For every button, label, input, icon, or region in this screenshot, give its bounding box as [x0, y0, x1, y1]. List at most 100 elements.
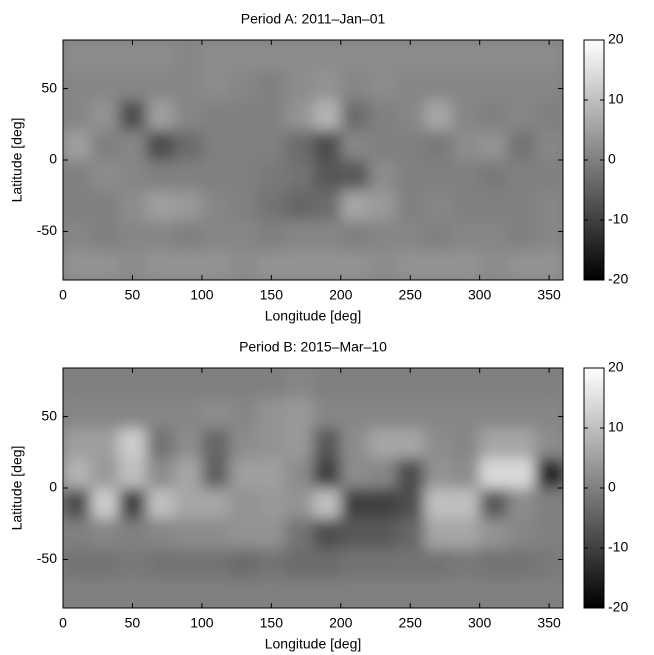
cell — [451, 458, 481, 489]
cell — [368, 368, 397, 399]
cell — [451, 130, 481, 161]
cell — [285, 488, 314, 519]
cell — [451, 250, 481, 280]
cell — [174, 458, 203, 489]
cell — [396, 130, 425, 161]
cell — [63, 428, 92, 459]
cell — [90, 130, 120, 161]
cell — [424, 428, 453, 459]
cell — [201, 100, 231, 131]
cell — [424, 130, 453, 161]
cell — [90, 578, 120, 608]
x-tick-label: 200 — [329, 287, 353, 303]
cell — [507, 160, 536, 191]
x-tick-label: 250 — [399, 287, 423, 303]
y-tick-label: 0 — [49, 479, 57, 495]
cell — [451, 368, 481, 399]
y-tick-label: -50 — [37, 550, 57, 566]
cell — [174, 428, 203, 459]
cell — [201, 518, 231, 549]
plot-title: Period B: 2015–Mar–10 — [239, 339, 387, 355]
cell — [479, 220, 508, 251]
cell — [451, 518, 481, 549]
cell — [313, 100, 342, 131]
cell — [285, 518, 314, 549]
cell — [174, 160, 203, 191]
cell — [285, 398, 314, 429]
cell — [396, 548, 425, 579]
cell — [535, 428, 563, 459]
cell — [313, 70, 342, 101]
cell — [90, 398, 120, 429]
cell — [63, 40, 92, 71]
cell — [340, 398, 370, 429]
cell — [63, 368, 92, 399]
cell — [368, 578, 397, 608]
cell — [507, 488, 536, 519]
cell — [507, 100, 536, 131]
cell — [146, 518, 175, 549]
cell — [146, 398, 175, 429]
cell — [368, 398, 397, 429]
colorbar-tick-label: -20 — [608, 599, 628, 615]
x-tick-label: 350 — [537, 615, 561, 631]
cell — [368, 100, 397, 131]
x-tick-label: 50 — [125, 287, 141, 303]
cell — [368, 40, 397, 71]
cell — [257, 40, 286, 71]
cell — [146, 428, 175, 459]
cell — [451, 428, 481, 459]
cell — [63, 160, 92, 191]
cell — [285, 578, 314, 608]
cell — [340, 428, 370, 459]
colorbar — [584, 40, 604, 280]
cell — [201, 190, 231, 221]
cell — [396, 488, 425, 519]
cell — [63, 190, 92, 221]
cell — [229, 220, 258, 251]
cell — [146, 130, 175, 161]
cell — [229, 578, 258, 608]
cell — [396, 190, 425, 221]
cell — [479, 160, 508, 191]
cell — [118, 398, 147, 429]
cell — [479, 398, 508, 429]
cell — [535, 40, 563, 71]
cell — [451, 70, 481, 101]
cell — [340, 518, 370, 549]
cell — [451, 548, 481, 579]
cell — [424, 70, 453, 101]
cell — [90, 428, 120, 459]
cell — [396, 40, 425, 71]
cell — [535, 100, 563, 131]
cell — [174, 40, 203, 71]
cell — [313, 518, 342, 549]
cell — [479, 548, 508, 579]
cell — [63, 100, 92, 131]
cell — [201, 428, 231, 459]
cell — [313, 368, 342, 399]
cell — [229, 130, 258, 161]
cell — [201, 250, 231, 280]
cell — [507, 220, 536, 251]
cell — [90, 458, 120, 489]
cell — [424, 250, 453, 280]
cell — [257, 548, 286, 579]
cell — [535, 130, 563, 161]
cell — [368, 518, 397, 549]
cell — [507, 70, 536, 101]
cell — [507, 458, 536, 489]
cell — [229, 250, 258, 280]
cell — [118, 70, 147, 101]
cell — [174, 220, 203, 251]
cell — [424, 548, 453, 579]
cell — [313, 488, 342, 519]
cell — [479, 130, 508, 161]
colorbar-tick-label: 0 — [608, 151, 616, 167]
x-tick-label: 50 — [125, 615, 141, 631]
cell — [63, 518, 92, 549]
cell — [118, 220, 147, 251]
cell — [535, 518, 563, 549]
cell — [368, 130, 397, 161]
